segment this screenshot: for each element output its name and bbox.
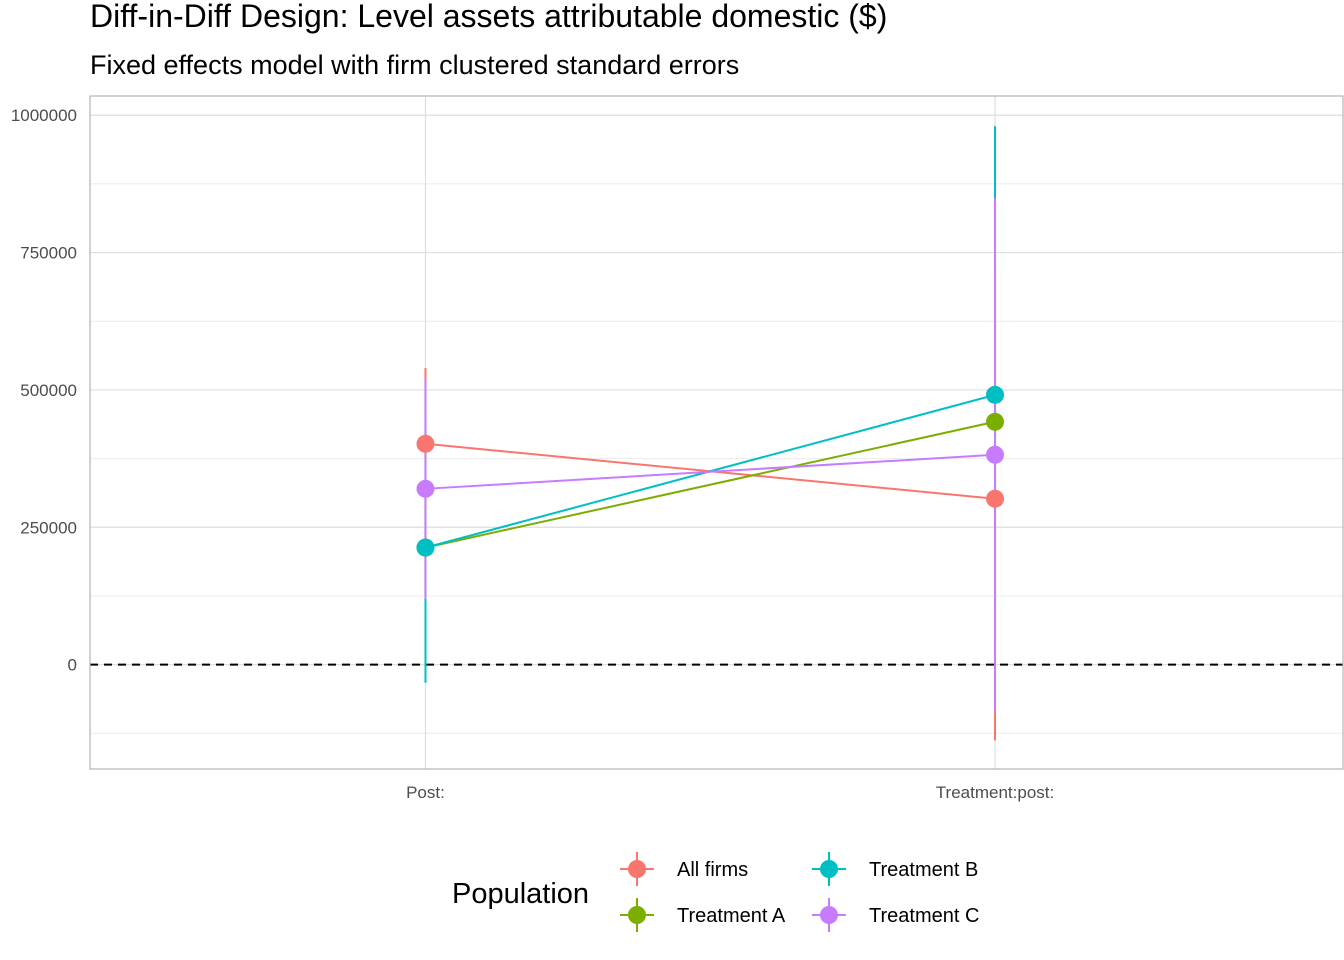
- data-points: [416, 385, 1005, 557]
- error-bars: [424, 126, 997, 741]
- legend-key-point: [628, 860, 646, 878]
- y-tick-label: 750000: [20, 244, 77, 263]
- y-axis-ticks: 0 250000 500000 750000 1000000: [11, 106, 77, 674]
- data-point-treatment-a: [986, 412, 1005, 431]
- legend-label: Treatment A: [677, 905, 786, 927]
- legend-item-all-firms: All firms: [620, 852, 748, 886]
- data-point-all-firms: [986, 489, 1005, 508]
- data-point-treatment-b: [986, 385, 1005, 404]
- legend-items: All firms Treatment A Treatment B Treatment…: [620, 852, 979, 932]
- legend-key-point: [820, 860, 838, 878]
- legend-item-treatment-b: Treatment B: [812, 852, 978, 886]
- chart-subtitle: Fixed effects model with firm clustered …: [90, 50, 739, 80]
- grid-lines: [90, 96, 1343, 769]
- y-tick-label: 1000000: [11, 106, 77, 125]
- legend: Population All firms Treatment A Treatment…: [452, 852, 979, 932]
- series-line-treatment-a: [425, 420, 996, 549]
- chart-title: Diff-in-Diff Design: Level assets attrib…: [90, 0, 887, 34]
- data-point-treatment-b: [416, 538, 435, 557]
- legend-label: All firms: [677, 859, 748, 881]
- legend-key-point: [820, 906, 838, 924]
- legend-item-treatment-c: Treatment C: [812, 898, 979, 932]
- x-axis-ticks: Post: Treatment:post:: [406, 783, 1054, 802]
- legend-key-point: [628, 906, 646, 924]
- x-tick-label: Treatment:post:: [936, 783, 1054, 802]
- data-point-all-firms: [416, 434, 435, 453]
- plot-panel-border: [89, 95, 1344, 770]
- data-point-treatment-c: [416, 479, 435, 498]
- y-tick-label: 500000: [20, 381, 77, 400]
- y-tick-label: 250000: [20, 518, 77, 537]
- legend-label: Treatment B: [869, 859, 978, 881]
- y-tick-label: 0: [68, 656, 77, 675]
- series-line-treatment-c: [425, 453, 996, 490]
- legend-label: Treatment C: [869, 905, 979, 927]
- legend-item-treatment-a: Treatment A: [620, 898, 786, 932]
- series-lines: [425, 393, 996, 549]
- legend-title: Population: [452, 878, 589, 910]
- data-point-treatment-c: [986, 445, 1005, 464]
- x-tick-label: Post:: [406, 783, 445, 802]
